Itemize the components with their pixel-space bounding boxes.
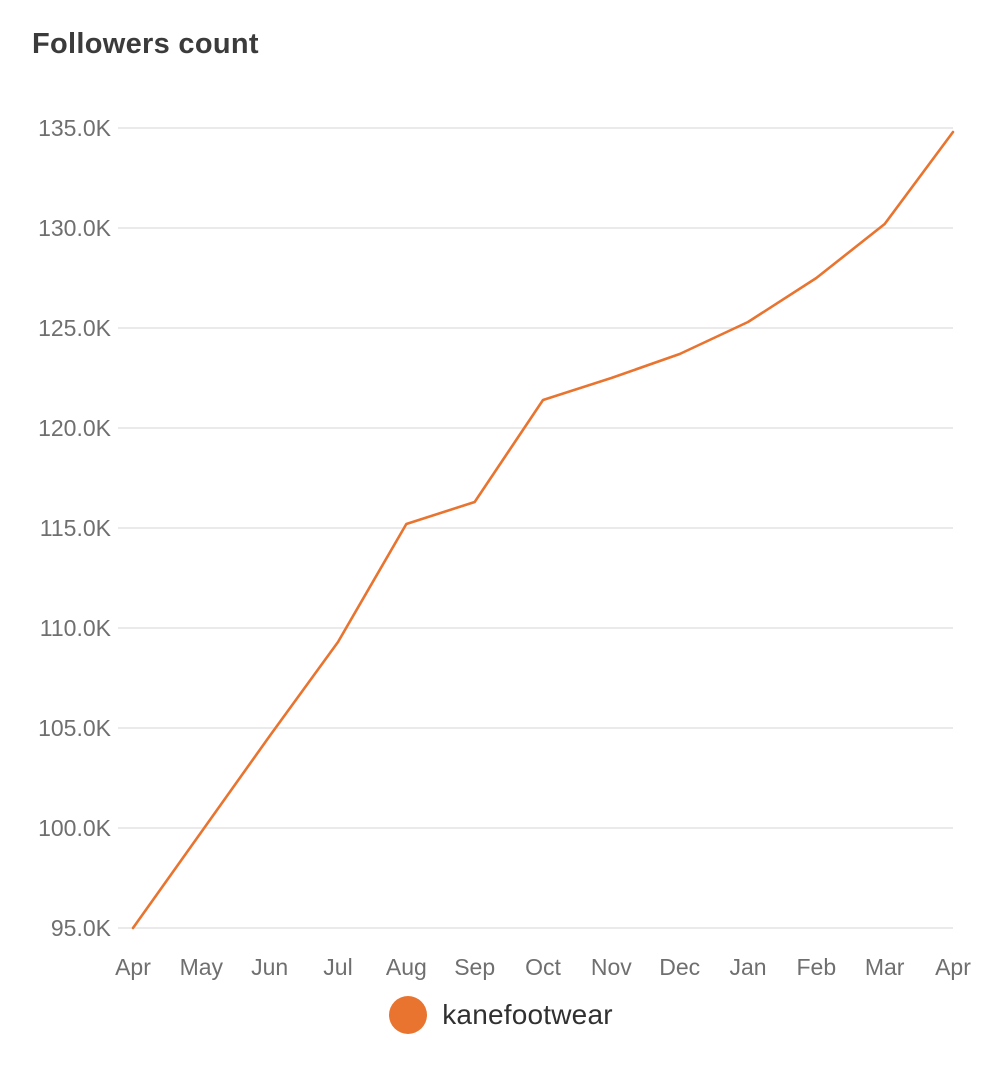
x-axis-tick-label: Aug [386, 954, 427, 980]
x-axis-tick-label: Jul [323, 954, 352, 980]
y-axis-tick-label: 135.0K [38, 115, 112, 141]
chart-title: Followers count [32, 28, 259, 60]
legend-series-dot-icon [389, 996, 428, 1034]
y-axis-tick-label: 115.0K [40, 515, 112, 541]
x-axis-tick-label: Apr [935, 954, 971, 980]
y-axis-tick-label: 120.0K [38, 415, 112, 441]
y-axis-tick-label: 100.0K [38, 815, 112, 841]
y-axis-tick-label: 125.0K [38, 315, 112, 341]
x-axis-tick-label: Nov [591, 954, 632, 980]
x-axis-tick-label: Mar [865, 954, 905, 980]
x-axis-tick-label: Dec [659, 954, 700, 980]
legend-series-label: kanefootwear [442, 999, 613, 1030]
x-axis-tick-label: Apr [115, 954, 151, 980]
series-line-kanefootwear [131, 130, 955, 930]
y-axis-tick-label: 105.0K [38, 715, 112, 741]
x-axis-tick-label: Oct [525, 954, 561, 980]
y-axis-tick-label: 110.0K [40, 615, 112, 641]
x-axis-tick-label: May [180, 954, 224, 980]
legend-item-kanefootwear[interactable]: kanefootwear [389, 996, 613, 1034]
y-axis-tick-label: 95.0K [51, 915, 112, 941]
legend: kanefootwear [0, 996, 1002, 1034]
x-axis-tick-label: Sep [454, 954, 495, 980]
x-axis-tick-label: Feb [797, 954, 837, 980]
x-axis-tick-label: Jan [729, 954, 766, 980]
y-axis-tick-label: 130.0K [38, 215, 112, 241]
x-axis-tick-label: Jun [251, 954, 288, 980]
